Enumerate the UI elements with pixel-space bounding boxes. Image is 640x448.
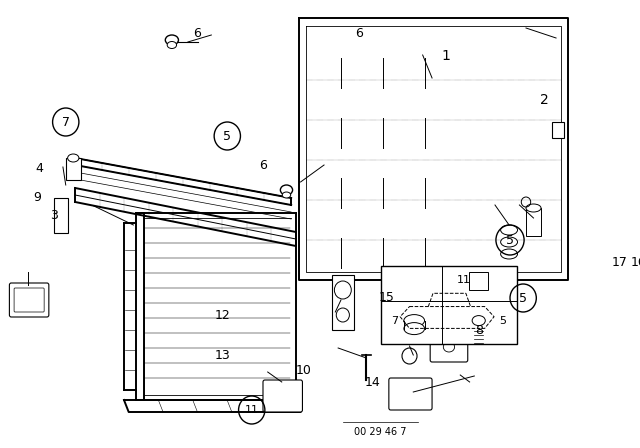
Text: 3: 3 xyxy=(51,208,58,221)
Text: 11: 11 xyxy=(457,275,470,285)
Text: 17: 17 xyxy=(612,255,628,268)
Text: 15: 15 xyxy=(379,290,395,303)
Bar xyxy=(332,275,354,330)
Ellipse shape xyxy=(500,249,518,259)
Text: 6: 6 xyxy=(193,26,201,39)
Text: 6: 6 xyxy=(355,26,363,39)
Ellipse shape xyxy=(472,315,485,326)
Bar xyxy=(469,272,488,290)
Ellipse shape xyxy=(440,317,458,333)
FancyBboxPatch shape xyxy=(14,288,44,312)
Ellipse shape xyxy=(404,323,424,335)
FancyBboxPatch shape xyxy=(10,283,49,317)
Ellipse shape xyxy=(282,192,291,198)
FancyBboxPatch shape xyxy=(430,303,468,362)
Ellipse shape xyxy=(167,42,177,48)
Ellipse shape xyxy=(444,342,454,352)
Bar xyxy=(66,158,81,180)
Bar xyxy=(54,198,68,233)
Ellipse shape xyxy=(500,237,518,247)
Ellipse shape xyxy=(280,185,292,195)
Text: 5: 5 xyxy=(499,315,506,326)
Text: 9: 9 xyxy=(34,190,42,203)
Bar xyxy=(381,266,516,344)
Ellipse shape xyxy=(500,225,518,235)
Text: 14: 14 xyxy=(365,375,381,388)
Text: 7: 7 xyxy=(391,315,398,326)
Ellipse shape xyxy=(526,204,541,212)
Text: 13: 13 xyxy=(214,349,230,362)
Text: 12: 12 xyxy=(214,309,230,322)
Ellipse shape xyxy=(68,154,79,162)
Text: 1: 1 xyxy=(442,49,451,63)
Text: 2: 2 xyxy=(540,93,549,107)
Ellipse shape xyxy=(336,308,349,322)
FancyBboxPatch shape xyxy=(263,380,303,412)
Ellipse shape xyxy=(165,35,179,45)
Text: 11: 11 xyxy=(244,405,259,415)
Text: 5: 5 xyxy=(223,129,231,142)
Ellipse shape xyxy=(334,281,351,299)
Text: 16: 16 xyxy=(631,255,640,268)
FancyBboxPatch shape xyxy=(389,378,432,410)
Text: 5: 5 xyxy=(519,292,527,305)
Text: 00 29 46 7: 00 29 46 7 xyxy=(354,427,406,437)
Text: 5: 5 xyxy=(506,233,514,246)
Text: 8: 8 xyxy=(475,323,483,336)
Text: 6: 6 xyxy=(259,159,267,172)
Ellipse shape xyxy=(404,314,424,327)
Text: 7: 7 xyxy=(61,116,70,129)
Bar xyxy=(526,208,541,236)
Bar xyxy=(552,122,564,138)
Text: 10: 10 xyxy=(296,363,311,376)
Text: 4: 4 xyxy=(35,161,44,175)
